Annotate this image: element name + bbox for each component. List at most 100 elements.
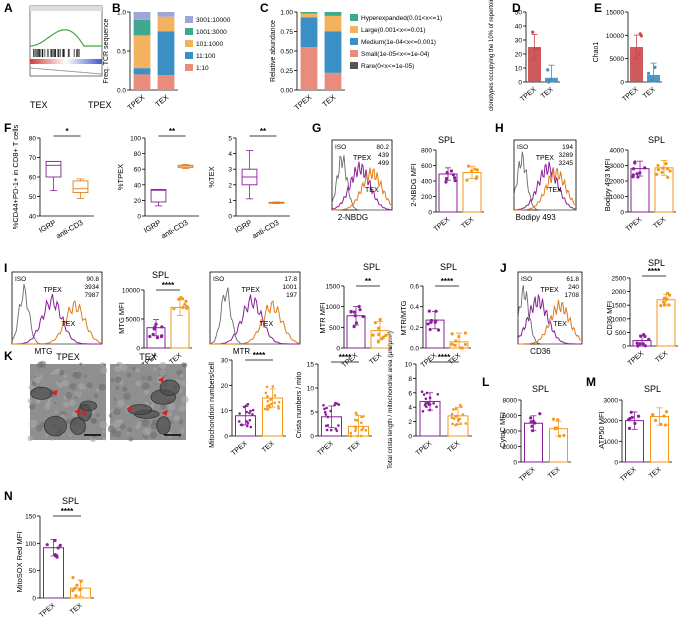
data-point	[381, 335, 386, 339]
histogram-axis-label: 2-NBDG	[338, 213, 368, 222]
em-texture	[45, 433, 50, 438]
legend-swatch	[350, 50, 358, 57]
em-texture	[62, 401, 69, 408]
em-texture	[141, 375, 147, 380]
stacked-segment	[300, 47, 318, 90]
data-point	[452, 176, 457, 180]
data-point	[435, 405, 438, 409]
spl-title: SPL	[440, 262, 457, 272]
x-tick-label: TEX	[320, 93, 337, 109]
em-texture	[72, 411, 78, 417]
data-point	[459, 346, 463, 350]
data-point	[546, 68, 550, 72]
y-tick-label: 8000	[503, 398, 518, 405]
chart-axes: 40 50 60 70 80	[29, 136, 94, 221]
data-point	[353, 314, 357, 318]
y-tick-label: 20	[221, 383, 229, 390]
data-point	[633, 421, 637, 426]
data-point	[335, 429, 339, 433]
y-axis-label: ATP50 MFI	[597, 411, 606, 448]
x-tick-label: anti-CD3	[159, 218, 189, 241]
em-texture	[99, 420, 108, 429]
data-point	[74, 594, 78, 598]
x-tick-label: TPEX	[619, 466, 638, 483]
legend-entry: 3001:10000	[196, 17, 231, 24]
data-point	[185, 304, 189, 309]
em-texture	[53, 401, 57, 405]
data-point	[531, 419, 536, 423]
y-tick-label: 2000	[610, 179, 625, 186]
em-texture	[90, 417, 97, 424]
data-point	[334, 427, 338, 431]
x-tick-label: TPEX	[627, 350, 646, 367]
em-texture	[82, 363, 85, 367]
y-tick-label: 400	[421, 179, 432, 186]
em-texture	[115, 386, 120, 391]
em-texture	[93, 393, 99, 398]
chart-axes: 0 10 20 30	[221, 358, 286, 441]
mitochondrion	[70, 417, 86, 435]
data-point	[464, 422, 468, 425]
stacked-segment	[300, 17, 318, 48]
em-texture	[100, 362, 105, 367]
em-texture	[84, 387, 87, 390]
em-texture	[108, 413, 113, 418]
tpex-value: 1001	[283, 284, 298, 291]
data-point	[359, 434, 363, 438]
data-point	[352, 310, 357, 314]
panel-label: A	[4, 1, 13, 15]
data-point	[245, 424, 249, 428]
legend-entry: 101:1000	[196, 41, 223, 48]
y-tick-label: 80	[134, 151, 142, 158]
y-axis-label: clonotypes occupying the 10% of repertoi…	[489, 0, 495, 111]
y-tick-label: 0.6	[410, 284, 419, 291]
data-point	[638, 32, 642, 36]
data-point	[184, 299, 188, 303]
data-point	[631, 167, 636, 171]
data-point	[378, 317, 382, 322]
data-point	[155, 336, 160, 340]
data-point	[436, 328, 441, 332]
data-point	[384, 333, 388, 337]
em-texture	[79, 362, 83, 366]
data-point	[457, 419, 460, 423]
legend-entry: 1:10	[196, 65, 209, 72]
y-tick-label: 1000	[604, 439, 619, 446]
em-texture	[152, 367, 157, 371]
y-tick-label: 10	[405, 362, 413, 369]
data-point	[246, 402, 250, 406]
data-point	[242, 405, 246, 409]
data-point	[473, 167, 477, 171]
data-point	[451, 408, 455, 411]
y-tick-label: 1.00	[280, 10, 293, 17]
data-point	[643, 166, 647, 170]
histogram-curve	[513, 151, 576, 211]
y-tick-label: 150	[25, 514, 36, 521]
mitochondrion	[156, 416, 171, 435]
em-texture	[33, 376, 41, 384]
legend-entry: Large(0.001<x<=0.01)	[361, 27, 426, 34]
data-point	[354, 429, 357, 433]
em-texture	[135, 368, 140, 373]
em-texture	[114, 376, 122, 383]
em-texture	[149, 431, 158, 439]
em-texture	[51, 438, 54, 441]
em-texture	[127, 427, 133, 433]
em-texture	[27, 398, 33, 404]
data-point	[465, 178, 469, 182]
data-point	[73, 586, 77, 590]
red-arrow	[80, 409, 87, 416]
y-tick-label: 60	[134, 167, 142, 174]
data-point	[420, 390, 424, 393]
data-point	[637, 52, 641, 56]
sig-label: ****	[438, 353, 451, 362]
data-point	[248, 411, 251, 415]
histogram-axis-label: MTG	[35, 347, 53, 356]
data-point	[454, 339, 458, 343]
y-axis-label: CD36 MFI	[605, 301, 614, 335]
y-tick-label: 3	[228, 167, 232, 174]
y-tick-label: 0	[513, 460, 517, 467]
tpex-label: TPEX	[536, 155, 555, 162]
